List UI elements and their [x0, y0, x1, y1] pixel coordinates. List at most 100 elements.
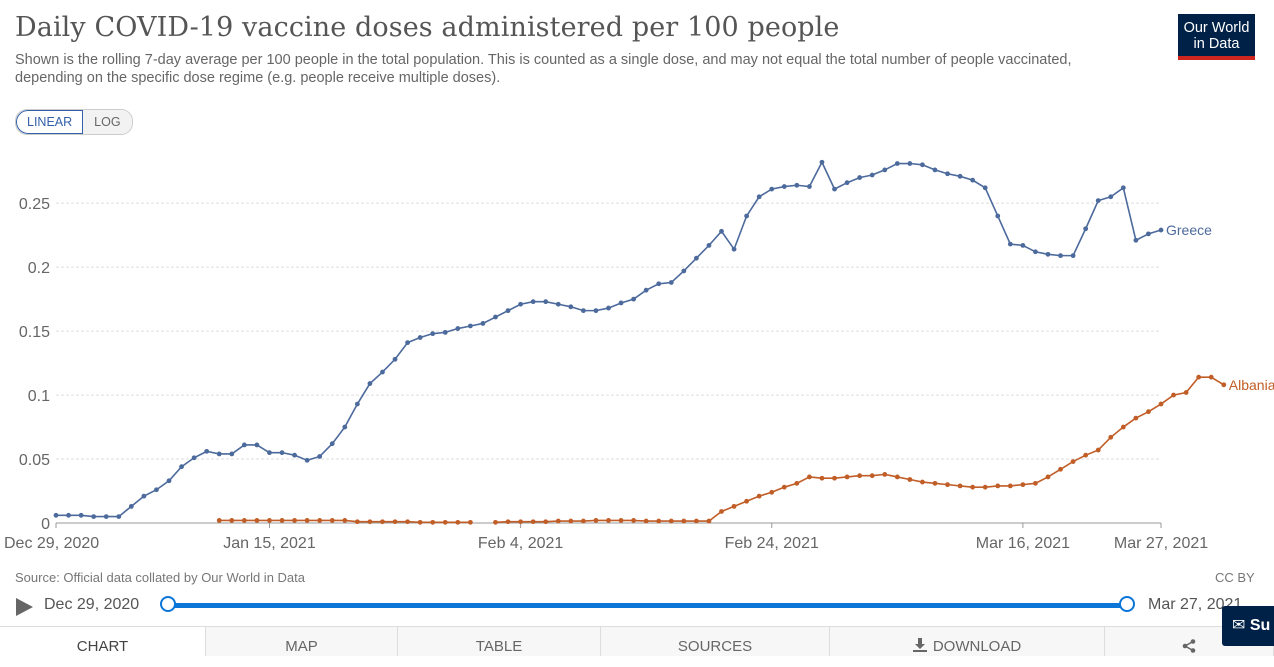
data-point-albania [405, 519, 410, 525]
data-point-albania [329, 518, 335, 523]
tab-table[interactable]: TABLE [398, 627, 601, 656]
data-point-albania [643, 518, 649, 524]
license-link[interactable]: CC BY [1215, 570, 1255, 585]
data-point-greece [392, 356, 398, 362]
data-point-greece [618, 300, 624, 306]
data-point-albania [618, 518, 624, 523]
data-point-albania [1033, 480, 1038, 486]
data-point-greece [643, 287, 649, 293]
data-point-albania [568, 518, 574, 524]
x-axis-ticks: Dec 29, 2020 Jan 15, 2021 Feb 4, 2021 Feb 2… [4, 523, 1208, 552]
data-point-albania [857, 473, 863, 479]
data-point-greece [467, 323, 473, 329]
data-point-greece [781, 184, 787, 189]
linear-scale-button[interactable]: LINEAR [16, 110, 84, 134]
gridlines [56, 202, 1161, 524]
data-point-greece [116, 514, 122, 520]
data-point-greece [756, 194, 762, 200]
data-point-albania [882, 471, 888, 477]
timeline-end-handle[interactable] [1119, 596, 1135, 612]
timeline-start-label: Dec 29, 2020 [44, 596, 140, 613]
series-label-albania: Albania [1229, 377, 1274, 393]
data-point-greece [668, 280, 674, 285]
data-point-albania [1007, 483, 1013, 489]
data-point-greece [1133, 237, 1139, 243]
data-point-greece [66, 512, 71, 518]
data-point-greece [744, 213, 750, 219]
data-point-greece [731, 246, 737, 252]
data-point-greece [191, 455, 197, 461]
share-icon [1182, 639, 1196, 653]
data-point-greece [706, 242, 712, 248]
data-point-greece [693, 255, 699, 261]
data-point-albania [894, 474, 900, 480]
logo-line-2: in Data [1193, 36, 1240, 52]
data-point-greece [1158, 227, 1164, 233]
data-point-albania [430, 519, 436, 525]
data-point-greece [580, 308, 586, 314]
data-point-greece [894, 161, 900, 166]
timeline-track[interactable] [168, 603, 1128, 608]
data-point-greece [1033, 249, 1038, 255]
data-point-albania [844, 474, 850, 480]
data-point-albania [392, 519, 398, 525]
data-point-greece [656, 281, 662, 287]
data-point-albania [467, 519, 473, 525]
data-point-albania [807, 474, 812, 480]
data-point-greece [1146, 231, 1151, 237]
data-point-greece [480, 321, 486, 326]
series-layer: Greece Albania [53, 159, 1274, 525]
data-point-greece [1045, 251, 1051, 257]
data-point-greece [267, 450, 272, 456]
play-icon[interactable] [16, 598, 33, 616]
data-point-greece [53, 512, 59, 518]
x-tick-label: Feb 24, 2021 [725, 535, 819, 552]
tab-sources[interactable]: SOURCES [601, 627, 830, 656]
data-point-albania [819, 475, 825, 481]
data-point-greece [1070, 253, 1076, 259]
data-point-albania [380, 519, 385, 525]
data-point-greece [241, 442, 247, 448]
data-point-albania [719, 509, 724, 514]
data-point-albania [781, 484, 787, 490]
data-point-greece [920, 162, 925, 168]
data-point-albania [1120, 424, 1126, 430]
tab-chart[interactable]: CHART [0, 627, 206, 656]
data-point-greece [945, 171, 950, 177]
data-point-albania [1221, 382, 1227, 388]
timeline-start-handle[interactable] [160, 596, 176, 612]
data-point-albania [681, 518, 687, 524]
data-point-albania [995, 483, 1001, 489]
data-point-greece [957, 173, 963, 179]
data-point-greece [907, 161, 913, 166]
timeline: Dec 29, 2020 Mar 27, 2021 [0, 592, 1274, 622]
y-tick-label: 0.2 [28, 260, 50, 277]
data-point-albania [241, 518, 247, 523]
data-point-greece [179, 464, 184, 470]
data-point-greece [819, 159, 825, 165]
data-point-albania [455, 519, 461, 525]
log-scale-button[interactable]: LOG [83, 110, 132, 134]
owid-logo[interactable]: Our World in Data [1178, 14, 1255, 60]
tab-map[interactable]: MAP [206, 627, 398, 656]
series-line-albania [495, 376, 1225, 524]
data-point-albania [693, 518, 699, 524]
data-point-greece [681, 268, 687, 274]
data-point-albania [342, 518, 348, 523]
data-point-albania [354, 519, 360, 525]
data-point-greece [1095, 198, 1101, 204]
tab-bar: CHART MAP TABLE SOURCES DOWNLOAD [0, 626, 1274, 656]
data-point-albania [417, 519, 423, 525]
tab-download[interactable]: DOWNLOAD [830, 627, 1105, 656]
data-point-albania [543, 519, 549, 525]
subscribe-button[interactable]: ✉ Su [1222, 606, 1274, 646]
x-tick-label: Feb 4, 2021 [478, 535, 564, 552]
chart-subtitle: Shown is the rolling 7-day average per 1… [15, 52, 1072, 86]
data-point-albania [668, 518, 674, 524]
data-point-greece [982, 185, 988, 191]
data-point-albania [580, 518, 586, 524]
data-point-albania [945, 482, 950, 488]
y-tick-label: 0.1 [28, 388, 50, 405]
data-point-greece [342, 424, 348, 430]
data-point-albania [869, 473, 875, 479]
